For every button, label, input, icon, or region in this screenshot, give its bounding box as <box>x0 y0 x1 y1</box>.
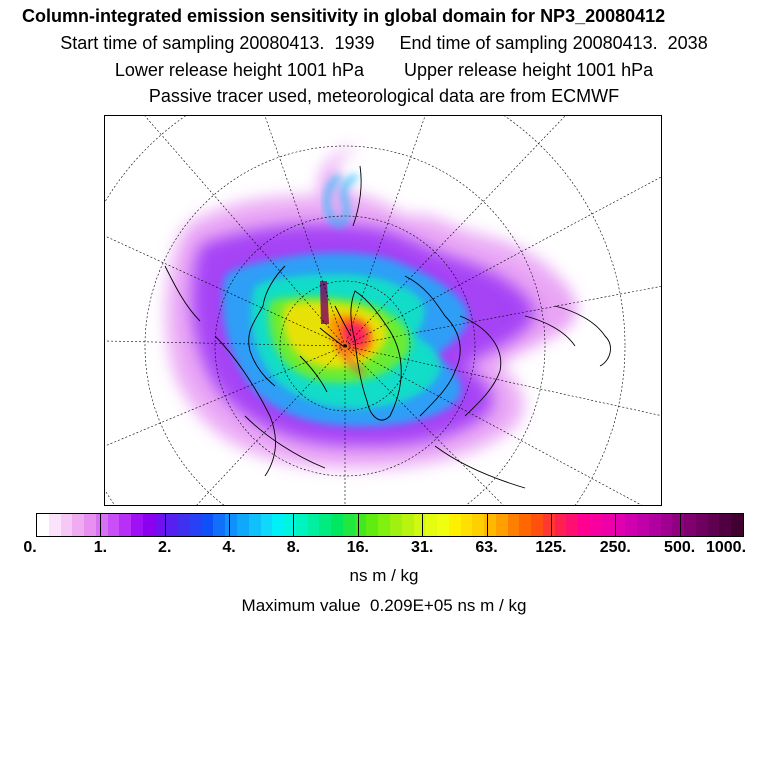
colorbar-swatch <box>707 514 720 536</box>
colorbar-swatch <box>48 514 61 536</box>
colorbar-swatch <box>119 514 132 536</box>
colorbar-swatch <box>389 514 402 536</box>
colorbar-swatch <box>731 514 743 536</box>
colorbar-swatch <box>378 514 390 536</box>
colorbar-swatch <box>354 514 367 536</box>
colorbar-swatch <box>566 514 579 536</box>
colorbar-swatch <box>107 514 120 536</box>
colorbar-tick-label: 0. <box>23 539 37 556</box>
colorbar-swatch <box>154 514 167 536</box>
map-canvas <box>105 116 661 505</box>
colorbar-swatch <box>284 514 296 536</box>
colorbar-tick-label: 1000. <box>705 539 747 556</box>
colorbar-tick-label: 1. <box>93 539 108 556</box>
release-height-line: Lower release height 1001 hPa Upper rele… <box>114 60 654 80</box>
colorbar-swatch <box>542 514 555 536</box>
colorbar-swatch <box>519 514 532 536</box>
colorbar-tick <box>357 514 359 536</box>
colorbar-tick <box>550 514 552 536</box>
maximum-value-label: Maximum value 0.209E+05 ns m / kg <box>241 596 527 615</box>
colorbar-tick-label: 16. <box>346 539 369 556</box>
polar-map <box>104 115 662 506</box>
colorbar-tick <box>422 514 424 536</box>
colorbar <box>36 513 744 537</box>
colorbar-swatch <box>425 514 438 536</box>
colorbar-swatch <box>413 514 426 536</box>
colorbar-swatch <box>613 514 626 536</box>
colorbar-swatch <box>578 514 590 536</box>
colorbar-swatch <box>507 514 520 536</box>
colorbar-swatch <box>189 514 202 536</box>
colorbar-tick <box>486 514 488 536</box>
colorbar-tick <box>164 514 166 536</box>
colorbar-swatch <box>366 514 379 536</box>
colorbar-swatch <box>178 514 190 536</box>
colorbar-swatch <box>448 514 461 536</box>
colorbar-swatch <box>248 514 261 536</box>
colorbar-swatch <box>307 514 320 536</box>
colorbar-swatch <box>95 514 108 536</box>
sampling-time-line: Start time of sampling 20080413. 1939 En… <box>60 33 708 53</box>
colorbar-swatch <box>660 514 673 536</box>
colorbar-tick-label: 250. <box>599 539 631 556</box>
colorbar-swatch <box>60 514 73 536</box>
colorbar-swatch <box>719 514 732 536</box>
colorbar-swatch <box>37 514 49 536</box>
plot-title: Column-integrated emission sensitivity i… <box>22 6 666 26</box>
colorbar-tick-label: 31. <box>411 539 434 556</box>
colorbar-tick <box>679 514 681 536</box>
colorbar-swatch <box>648 514 661 536</box>
colorbar-tick-label: 4. <box>222 539 236 556</box>
colorbar-tick <box>229 514 231 536</box>
colorbar-tick <box>100 514 102 536</box>
colorbar-swatch <box>684 514 696 536</box>
colorbar-swatch <box>260 514 273 536</box>
colorbar-swatch <box>131 514 143 536</box>
tracer-info-line: Passive tracer used, meteorological data… <box>148 86 620 106</box>
colorbar-swatch <box>437 514 449 536</box>
colorbar-swatch <box>601 514 614 536</box>
colorbar-swatch <box>495 514 508 536</box>
colorbar-swatch <box>84 514 96 536</box>
colorbar-swatch <box>237 514 249 536</box>
colorbar-swatch <box>142 514 155 536</box>
colorbar-swatch <box>166 514 179 536</box>
colorbar-swatch <box>484 514 496 536</box>
colorbar-swatch <box>319 514 332 536</box>
colorbar-swatch <box>225 514 238 536</box>
colorbar-tick-label: 500. <box>664 539 696 556</box>
colorbar-tick-label: 2. <box>158 539 172 556</box>
colorbar-tick-label: 8. <box>286 539 301 556</box>
colorbar-tick-label: 63. <box>475 539 498 556</box>
colorbar-swatch <box>272 514 285 536</box>
colorbar-swatch <box>589 514 602 536</box>
colorbar-swatch <box>554 514 567 536</box>
colorbar-unit-label: ns m / kg <box>349 566 419 585</box>
colorbar-tick <box>615 514 617 536</box>
colorbar-swatch <box>672 514 685 536</box>
colorbar-swatch <box>342 514 355 536</box>
colorbar-swatch <box>625 514 638 536</box>
colorbar-tick-label: 125. <box>535 539 567 556</box>
colorbar-swatch <box>637 514 649 536</box>
longitude-lines <box>105 116 661 505</box>
colorbar-swatch <box>213 514 226 536</box>
colorbar-swatch <box>201 514 214 536</box>
colorbar-swatch <box>331 514 343 536</box>
colorbar-swatch <box>472 514 485 536</box>
colorbar-swatch <box>401 514 414 536</box>
colorbar-swatch <box>531 514 543 536</box>
colorbar-tick <box>293 514 295 536</box>
coastlines <box>164 165 611 489</box>
colorbar-swatch <box>695 514 708 536</box>
colorbar-swatch <box>72 514 85 536</box>
colorbar-swatch <box>295 514 308 536</box>
emission-sensitivity-plume <box>166 146 575 469</box>
colorbar-swatch <box>460 514 473 536</box>
